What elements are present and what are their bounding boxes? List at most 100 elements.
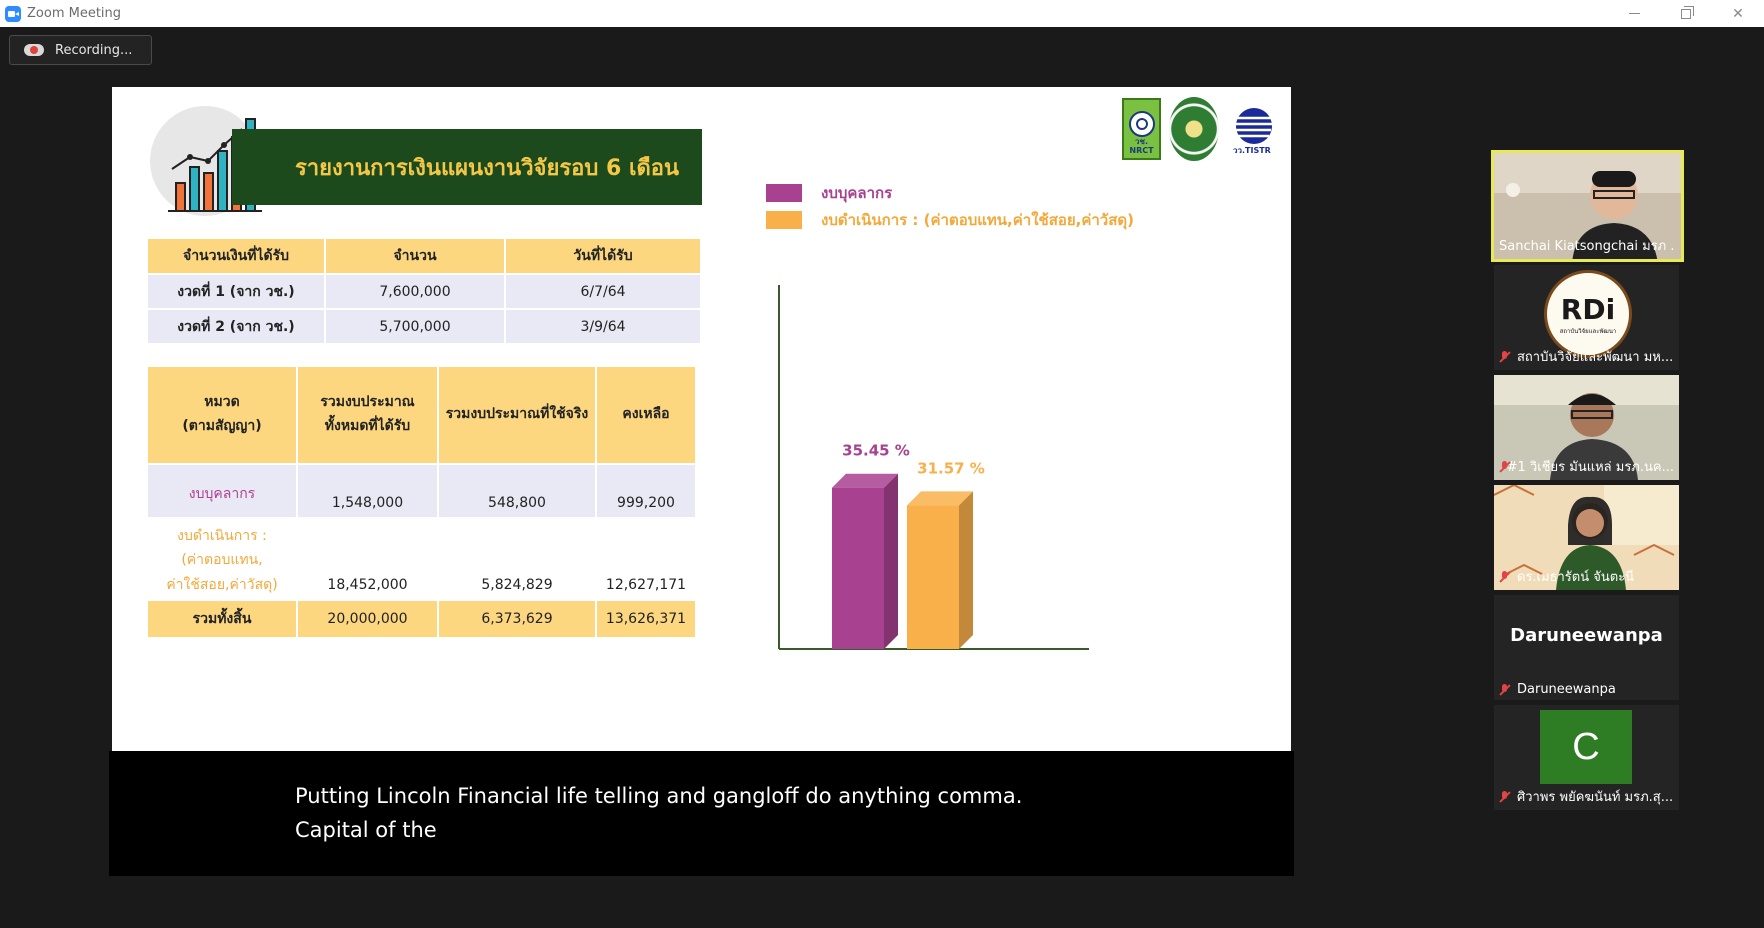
legend-swatch-personnel xyxy=(766,183,802,202)
legend-item: งบบุคลากร xyxy=(766,179,1134,206)
rdi-logo: RDi สถาบันวิจัยและพัฒนา xyxy=(1544,270,1632,358)
participant-name-wrap: ดร.เมธารัตน์ จันตะนี xyxy=(1499,566,1634,587)
participant-video xyxy=(1494,375,1679,480)
header-received-date: วันที่ได้รับ xyxy=(506,239,700,273)
caption-line-2: Capital of the xyxy=(295,818,437,842)
participant-tile[interactable]: ดร.เมธารัตน์ จันตะนี xyxy=(1494,485,1679,590)
restore-icon xyxy=(1681,5,1694,19)
shared-screen: รายงานการเงินแผนงานวิจัยรอบ 6 เดือน วช. … xyxy=(112,87,1291,751)
remaining-value: 999,200 xyxy=(597,465,695,517)
muted-mic-icon xyxy=(1499,570,1511,583)
caption-line-1: Putting Lincoln Financial life telling a… xyxy=(295,784,1023,808)
legend-item: งบดำเนินการ : (ค่าตอบแทน,ค่าใช้สอย,ค่าวั… xyxy=(766,206,1134,233)
header-remaining: คงเหลือ xyxy=(597,367,695,463)
muted-mic-icon xyxy=(1499,790,1511,803)
participant-name-wrap: ศิวาพร พยัคฆนันท์ มรภ.สุ... xyxy=(1499,786,1673,807)
muted-mic-icon xyxy=(1499,350,1511,363)
installment-date: 6/7/64 xyxy=(506,275,700,308)
slide-title: รายงานการเงินแผนงานวิจัยรอบ 6 เดือน xyxy=(294,155,680,181)
title-bar: Zoom Meeting ✕ xyxy=(0,0,1764,27)
chart-data-label: 31.57 % xyxy=(917,459,985,477)
legend-swatch-operating xyxy=(766,210,802,229)
minimize-icon xyxy=(1628,13,1640,14)
chart-bar xyxy=(832,473,898,649)
table-row: งบดำเนินการ : (ค่าตอบแทน, ค่าใช้สอย,ค่าว… xyxy=(148,519,695,599)
category-personnel: งบบุคลากร xyxy=(148,465,296,517)
slide-title-banner: รายงานการเงินแผนงานวิจัยรอบ 6 เดือน xyxy=(232,129,702,205)
chart-bar-top xyxy=(907,491,973,506)
live-caption-area: Putting Lincoln Financial life telling a… xyxy=(109,751,1294,876)
installment-amount: 5,700,000 xyxy=(326,310,504,343)
slide-logos: วช. NRCT วว.TISTR xyxy=(1122,97,1277,161)
header-category-line1: หมวด xyxy=(204,394,240,411)
close-button[interactable]: ✕ xyxy=(1712,0,1764,27)
participant-tile-active-speaker[interactable]: Sanchai Kiatsongchai มรภ ... xyxy=(1491,150,1684,262)
participant-name-wrap: สถาบันวิจัยและพัฒนา มห... xyxy=(1499,346,1673,367)
budget-table: หมวด (ตามสัญญา) รวมงบประมาณ ทั้งหมดที่ได… xyxy=(146,365,697,639)
category-operating: งบดำเนินการ : (ค่าตอบแทน, ค่าใช้สอย,ค่าว… xyxy=(148,519,296,599)
nrct-logo: วช. NRCT xyxy=(1122,98,1161,160)
participant-tile[interactable]: RDi สถาบันวิจัยและพัฒนา สถาบันวิจัยและพั… xyxy=(1494,265,1679,370)
installment-label: งวดที่ 1 (จาก วช.) xyxy=(148,275,324,308)
participant-avatar: C xyxy=(1540,710,1632,784)
table-row: งวดที่ 2 (จาก วช.) 5,700,000 3/9/64 xyxy=(148,310,700,343)
installment-date: 3/9/64 xyxy=(506,310,700,343)
header-amount: จำนวน xyxy=(326,239,504,273)
header-received-line2: ทั้งหมดที่ได้รับ xyxy=(324,418,411,434)
muted-mic-icon xyxy=(1499,683,1511,696)
restore-button[interactable] xyxy=(1660,0,1712,27)
zoom-app-icon xyxy=(5,5,21,22)
chart-bar-front xyxy=(907,505,959,649)
table-row: งบบุคลากร 1,548,000 548,800 999,200 xyxy=(148,465,695,517)
budget-header-row: หมวด (ตามสัญญา) รวมงบประมาณ ทั้งหมดที่ได… xyxy=(148,367,695,463)
participant-display-name: Daruneewanpa xyxy=(1510,625,1663,646)
participant-name: ศิวาพร พยัคฆนันท์ มรภ.สุ... xyxy=(1517,790,1674,805)
category-operating-line3: ค่าใช้สอย,ค่าวัสดุ) xyxy=(166,576,278,593)
spent-value: 5,824,829 xyxy=(439,519,595,599)
receipts-table: จำนวนเงินที่ได้รับ จำนวน วันที่ได้รับ งว… xyxy=(146,237,702,345)
university-seal-logo xyxy=(1169,97,1219,161)
close-icon: ✕ xyxy=(1732,5,1744,22)
chart-data-label: 35.45 % xyxy=(842,442,910,460)
recording-label: Recording... xyxy=(55,42,133,58)
nrct-emblem-icon xyxy=(1128,111,1155,138)
participant-name-wrap: #1 วิเชียร มันแหล่ มรภ.นค... xyxy=(1499,456,1674,477)
minimize-button[interactable] xyxy=(1608,0,1660,27)
participant-tile[interactable]: #1 วิเชียร มันแหล่ มรภ.นค... xyxy=(1494,375,1679,480)
installment-amount: 7,600,000 xyxy=(326,275,504,308)
participant-name: Daruneewanpa xyxy=(1517,682,1616,697)
total-spent: 6,373,629 xyxy=(439,601,595,637)
legend-label-operating: งบดำเนินการ : (ค่าตอบแทน,ค่าใช้สอย,ค่าวั… xyxy=(821,210,1134,229)
rdi-logo-subtitle: สถาบันวิจัยและพัฒนา xyxy=(1559,327,1617,335)
header-received-total: รวมงบประมาณ ทั้งหมดที่ได้รับ xyxy=(298,367,437,463)
tistr-globe-icon xyxy=(1229,108,1273,144)
chart-bar xyxy=(907,491,973,649)
total-received: 20,000,000 xyxy=(298,601,437,637)
participant-video xyxy=(1494,153,1681,259)
header-received-line1: รวมงบประมาณ xyxy=(320,394,415,411)
nrct-logo-text: วช. NRCT xyxy=(1129,137,1154,156)
received-value: 1,548,000 xyxy=(298,465,437,517)
chart-bar-side xyxy=(884,473,898,649)
tistr-logo-text: วว.TISTR xyxy=(1233,146,1271,155)
cloud-recording-icon xyxy=(24,44,44,56)
header-category-line2: (ตามสัญญา) xyxy=(182,418,262,434)
total-remaining: 13,626,371 xyxy=(597,601,695,637)
table-row: งวดที่ 1 (จาก วช.) 7,600,000 6/7/64 xyxy=(148,275,700,308)
category-operating-line2: (ค่าตอบแทน, xyxy=(181,552,263,568)
recording-indicator[interactable]: Recording... xyxy=(9,35,152,65)
legend-label-personnel: งบบุคลากร xyxy=(821,183,893,202)
chart-bar-front xyxy=(832,487,884,649)
muted-mic-icon xyxy=(1499,460,1506,473)
rdi-logo-text: RDi xyxy=(1560,292,1616,326)
spent-value: 548,800 xyxy=(439,465,595,517)
total-row: รวมทั้งสิ้น 20,000,000 6,373,629 13,626,… xyxy=(148,601,695,637)
window-title: Zoom Meeting xyxy=(27,6,122,21)
participant-name: ดร.เมธารัตน์ จันตะนี xyxy=(1517,570,1635,585)
participant-tile[interactable]: C ศิวาพร พยัคฆนันท์ มรภ.สุ... xyxy=(1494,705,1679,810)
receipts-header-row: จำนวนเงินที่ได้รับ จำนวน วันที่ได้รับ xyxy=(148,239,700,273)
participant-tile[interactable]: Daruneewanpa Daruneewanpa xyxy=(1494,595,1679,700)
budget-percentage-chart: 35.45 % 31.57 % xyxy=(778,285,1089,650)
received-value: 18,452,000 xyxy=(298,519,437,599)
